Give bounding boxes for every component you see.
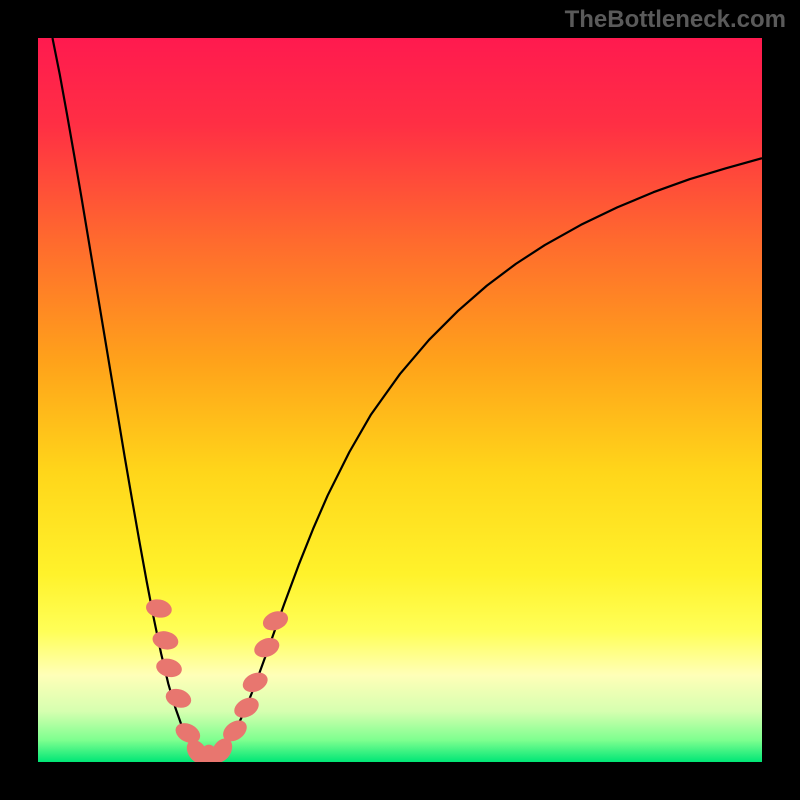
curve-layer xyxy=(38,38,762,762)
data-marker xyxy=(144,597,173,620)
data-marker xyxy=(154,656,183,679)
data-marker xyxy=(260,608,291,634)
data-marker xyxy=(151,629,180,652)
data-marker xyxy=(240,669,271,696)
bottleneck-curve xyxy=(52,38,762,758)
data-marker xyxy=(251,634,282,660)
data-marker xyxy=(231,694,262,722)
watermark-text: TheBottleneck.com xyxy=(565,6,786,34)
chart-container: TheBottleneck.com xyxy=(0,0,800,800)
data-marker xyxy=(163,686,193,711)
chart-plot-area xyxy=(38,38,762,762)
